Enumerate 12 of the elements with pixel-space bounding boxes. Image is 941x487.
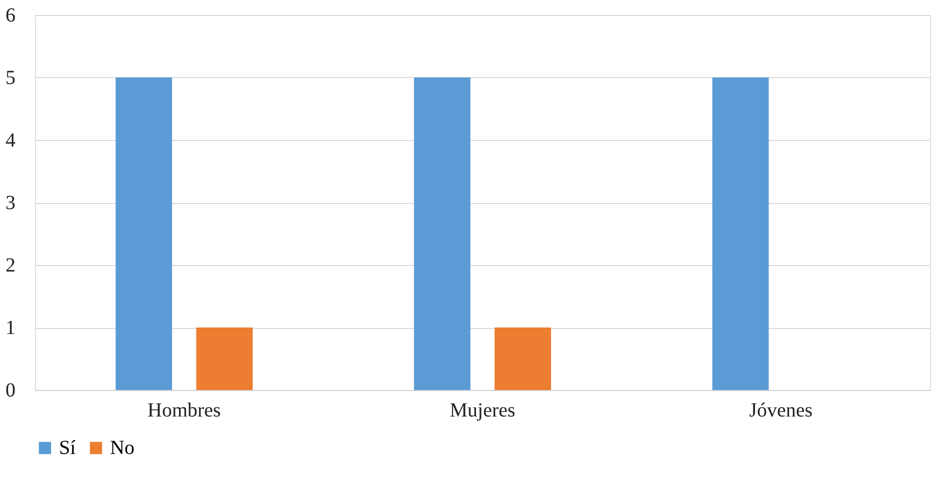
y-tick-label: 0 bbox=[6, 380, 16, 402]
y-tick-label: 6 bbox=[6, 4, 16, 26]
y-tick-label: 4 bbox=[6, 130, 16, 152]
legend-label: Sí bbox=[59, 437, 76, 459]
x-tick-label: Hombres bbox=[148, 400, 222, 422]
x-tick-label: Jóvenes bbox=[749, 400, 813, 422]
y-tick-label: 3 bbox=[6, 192, 16, 214]
y-tick-label: 5 bbox=[6, 67, 16, 89]
legend-label: No bbox=[110, 437, 134, 459]
y-tick-label: 1 bbox=[6, 317, 16, 339]
x-tick-label: Mujeres bbox=[450, 400, 516, 422]
y-tick-label: 2 bbox=[6, 254, 16, 276]
